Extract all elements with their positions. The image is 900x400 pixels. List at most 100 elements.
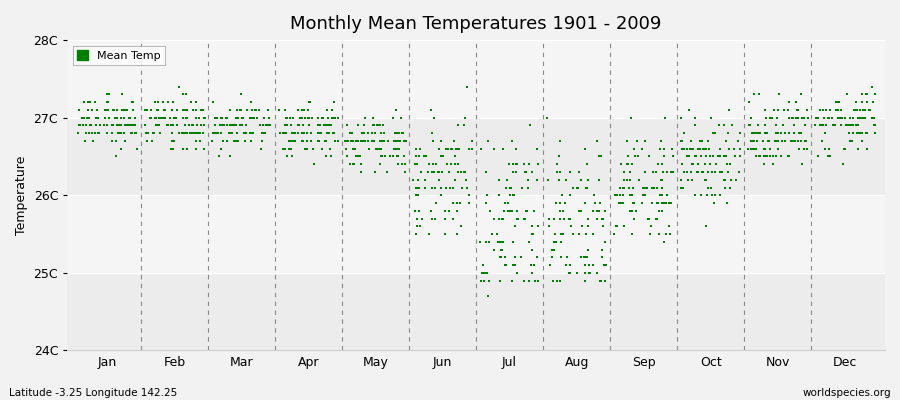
Point — [310, 122, 325, 129]
Point — [752, 153, 767, 160]
Point — [399, 138, 413, 144]
Point — [208, 122, 222, 129]
Point — [819, 107, 833, 113]
Point — [496, 146, 510, 152]
Point — [594, 153, 608, 160]
Point — [653, 138, 668, 144]
Point — [358, 138, 373, 144]
Point — [472, 239, 487, 245]
Point — [208, 122, 222, 129]
Point — [833, 107, 848, 113]
Point — [614, 161, 628, 168]
Point — [674, 184, 688, 191]
Point — [371, 122, 385, 129]
Point — [110, 114, 124, 121]
Point — [770, 138, 785, 144]
Point — [784, 138, 798, 144]
Point — [594, 278, 608, 284]
Point — [324, 122, 338, 129]
Point — [358, 114, 373, 121]
Point — [686, 161, 700, 168]
Point — [341, 138, 356, 144]
Point — [794, 91, 808, 98]
Point — [789, 114, 804, 121]
Point — [501, 200, 516, 206]
Point — [753, 153, 768, 160]
Point — [765, 114, 779, 121]
Point — [458, 114, 473, 121]
Point — [448, 176, 463, 183]
Point — [556, 215, 571, 222]
Point — [439, 161, 454, 168]
Point — [760, 153, 774, 160]
Point — [854, 91, 868, 98]
Point — [392, 138, 406, 144]
Point — [518, 215, 532, 222]
Point — [112, 122, 126, 129]
Point — [377, 138, 392, 144]
Point — [194, 107, 208, 113]
Point — [366, 114, 381, 121]
Point — [767, 107, 781, 113]
Point — [549, 239, 563, 245]
Point — [92, 130, 106, 136]
Point — [302, 99, 316, 105]
Point — [129, 114, 143, 121]
Point — [623, 192, 637, 198]
Point — [546, 246, 561, 253]
Point — [108, 114, 122, 121]
Point — [677, 146, 691, 152]
Point — [649, 169, 663, 175]
Point — [446, 215, 461, 222]
Point — [161, 99, 176, 105]
Point — [114, 146, 129, 152]
Point — [752, 130, 767, 136]
Point — [119, 122, 133, 129]
Point — [255, 138, 269, 144]
Point — [519, 169, 534, 175]
Point — [107, 107, 122, 113]
Point — [480, 192, 494, 198]
Point — [798, 138, 813, 144]
Point — [101, 99, 115, 105]
Point — [666, 153, 680, 160]
Point — [303, 99, 318, 105]
Point — [229, 138, 243, 144]
Point — [412, 223, 427, 230]
Point — [693, 138, 707, 144]
Point — [230, 114, 245, 121]
Point — [621, 161, 635, 168]
Point — [794, 138, 808, 144]
Point — [374, 153, 388, 160]
Point — [627, 200, 642, 206]
Point — [813, 122, 827, 129]
Point — [580, 246, 595, 253]
Point — [636, 192, 651, 198]
Point — [113, 122, 128, 129]
Point — [176, 130, 190, 136]
Point — [620, 176, 634, 183]
Point — [177, 130, 192, 136]
Point — [591, 176, 606, 183]
Point — [674, 146, 688, 152]
Point — [815, 122, 830, 129]
Point — [237, 130, 251, 136]
Point — [304, 114, 319, 121]
Point — [858, 114, 872, 121]
Point — [230, 138, 245, 144]
Point — [391, 153, 405, 160]
Point — [210, 130, 224, 136]
Point — [418, 153, 433, 160]
Point — [598, 262, 613, 268]
Point — [708, 161, 723, 168]
Point — [868, 130, 882, 136]
Point — [431, 169, 446, 175]
Point — [526, 262, 541, 268]
Point — [770, 130, 785, 136]
Point — [711, 153, 725, 160]
Point — [744, 130, 759, 136]
Point — [598, 278, 612, 284]
Point — [147, 130, 161, 136]
Point — [300, 130, 314, 136]
Point — [846, 114, 860, 121]
